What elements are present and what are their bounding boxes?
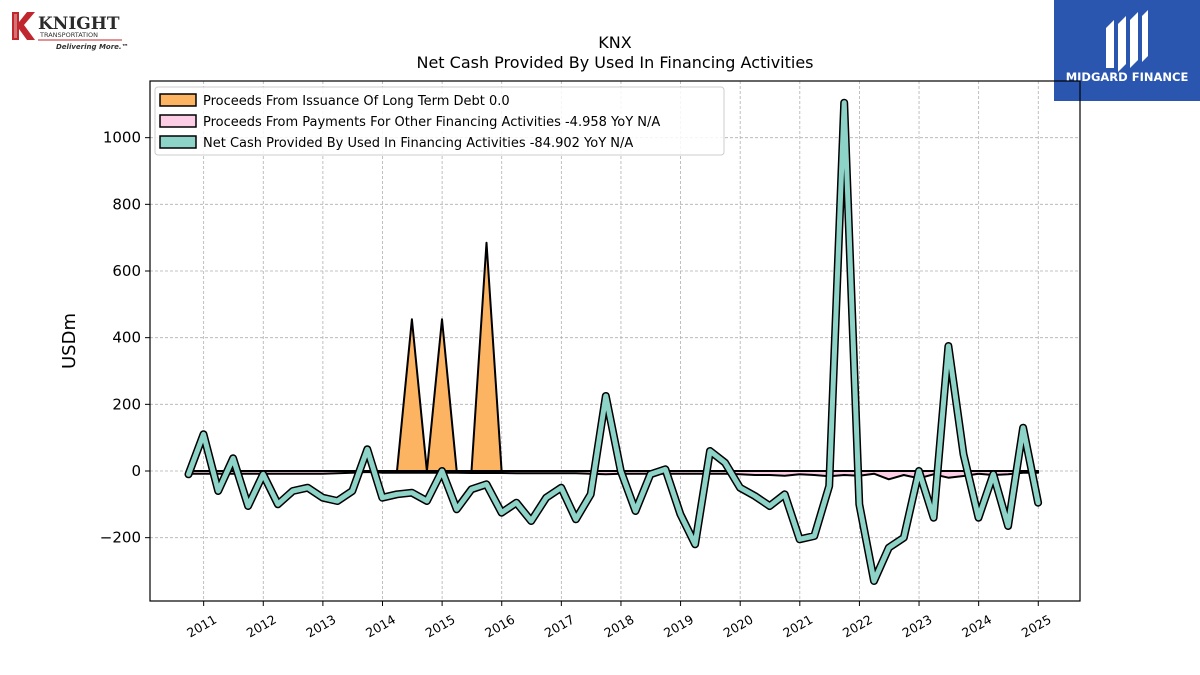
midgard-name: MIDGARD FINANCE <box>1066 70 1189 84</box>
x-tick-label: 2025 <box>1019 612 1054 641</box>
legend: Proceeds From Issuance Of Long Term Debt… <box>154 86 725 156</box>
series-layer <box>184 98 1043 585</box>
knight-tagline: Delivering More.™ <box>56 43 129 51</box>
x-tick-label: 2019 <box>661 612 696 641</box>
knight-logo: KNIGHT TRANSPORTATION Delivering More.™ <box>10 8 140 56</box>
x-tick-label: 2016 <box>482 612 517 641</box>
legend-swatch <box>159 135 197 149</box>
legend-swatch <box>159 93 197 107</box>
chart-title: KNX <box>598 33 631 52</box>
y-tick-label: 400 <box>112 329 141 347</box>
y-axis-label: USDm <box>59 313 80 369</box>
x-tick-label: 2014 <box>363 612 398 641</box>
series-line-3 <box>186 100 1041 584</box>
legend-label: Proceeds From Issuance Of Long Term Debt… <box>203 94 510 109</box>
midgard-logo: MIDGARD FINANCE <box>1054 0 1200 101</box>
y-tick-label: 600 <box>112 262 141 280</box>
x-tick-label: 2023 <box>899 612 934 641</box>
x-tick-label: 2024 <box>959 612 994 641</box>
x-tick-label: 2020 <box>721 612 756 641</box>
y-tick-label: −200 <box>100 529 141 547</box>
x-tick-label: 2018 <box>601 612 636 641</box>
legend-label: Net Cash Provided By Used In Financing A… <box>203 136 633 151</box>
midgard-m-mark-icon <box>1106 10 1148 72</box>
x-tick-label: 2012 <box>244 612 279 641</box>
y-axis: −200 0 200 400 600 800 1000 <box>100 129 150 547</box>
y-tick-label: 800 <box>112 195 141 213</box>
y-tick-label: 1000 <box>103 129 141 147</box>
y-tick-label: 200 <box>112 395 141 413</box>
knight-k-mark-icon <box>12 12 35 40</box>
x-axis: 2011 2012 2013 2014 2015 2016 2017 2018 2019 2020… <box>184 601 1054 641</box>
x-tick-label: 2015 <box>423 612 458 641</box>
legend-swatch <box>159 114 197 128</box>
x-tick-label: 2013 <box>303 612 338 641</box>
chart-subtitle: Net Cash Provided By Used In Financing A… <box>416 53 813 72</box>
x-tick-label: 2021 <box>780 612 815 641</box>
x-tick-label: 2011 <box>184 612 219 641</box>
y-tick-label: 0 <box>131 462 141 480</box>
plot-frame <box>149 80 1081 602</box>
series-area-2 <box>187 470 1040 481</box>
x-tick-label: 2017 <box>542 612 577 641</box>
knight-sub: TRANSPORTATION <box>39 31 98 39</box>
legend-box <box>154 86 725 156</box>
legend-label: Proceeds From Payments For Other Financi… <box>203 115 660 130</box>
grid <box>150 81 1080 601</box>
x-tick-label: 2022 <box>840 612 875 641</box>
knight-name: KNIGHT <box>38 14 120 34</box>
